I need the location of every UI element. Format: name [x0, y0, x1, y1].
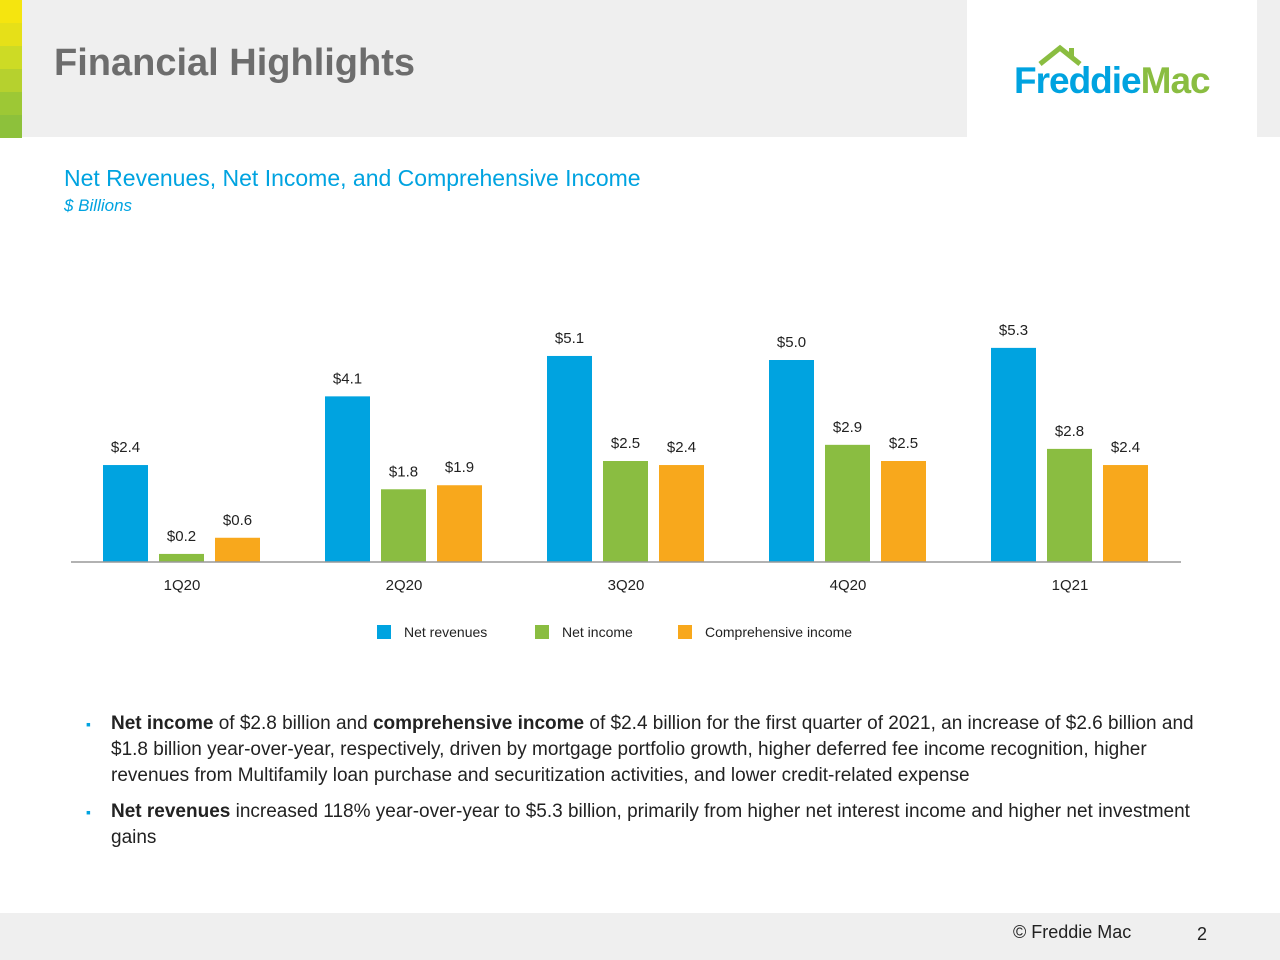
bold-text: comprehensive income	[372, 713, 585, 734]
text: of $2.4 billion for the first quarter of…	[111, 713, 1194, 786]
copyright: © Freddie Mac	[1013, 922, 1132, 942]
freddie-mac-logo: FreddieMac	[1014, 60, 1211, 101]
bar-net-income-2Q20	[381, 489, 426, 562]
bar-net-income-1Q20	[159, 553, 204, 562]
data-label: $2.5	[611, 435, 640, 452]
stripe-segment	[0, 69, 22, 92]
x-tick-label: 1Q20	[164, 577, 201, 594]
footer	[0, 913, 1280, 960]
x-tick-label: 3Q20	[608, 577, 645, 594]
data-label: $5.3	[999, 322, 1028, 339]
bar-comprehensive-income-1Q21	[1103, 465, 1148, 562]
stripe-segment	[0, 115, 22, 138]
bold-text: Net income	[111, 713, 214, 734]
bullet-marker: ▪	[86, 716, 91, 732]
legend-net-revenues: Net revenues	[377, 624, 487, 640]
stripe-segment	[0, 0, 22, 23]
data-label: $2.4	[1111, 439, 1140, 456]
data-label: $2.4	[111, 439, 140, 456]
page-number: 2	[1197, 924, 1208, 944]
stripe-segment	[0, 92, 22, 115]
logo-area	[967, 0, 1257, 137]
bar-comprehensive-income-4Q20	[881, 461, 926, 562]
bold-text: Net revenues	[111, 801, 231, 822]
bullet-item: ▪ Net income of $2.8 billion and comprehe…	[86, 711, 1196, 789]
bar-chart: $2.4 $0.2 $0.6 1Q20 $4.1 $1.8 $1.9 2Q20 $5.1 $2.5…	[71, 322, 1181, 594]
bar-net-income-3Q20	[603, 461, 648, 562]
data-label: $2.9	[833, 419, 862, 436]
data-label: $1.9	[445, 459, 474, 476]
legend-comprehensive-income: Comprehensive income	[678, 624, 852, 640]
bullet-marker: ▪	[86, 804, 91, 820]
header: Financial Highlights FreddieMac	[0, 0, 1280, 138]
data-label: $2.5	[889, 435, 918, 452]
x-tick-label: 2Q20	[386, 577, 423, 594]
stripe-segment	[0, 23, 22, 46]
data-label: $2.8	[1055, 423, 1084, 440]
text: increased 118% year-over-year to $5.3 bi…	[111, 801, 1190, 848]
chart-units: $ Billions	[64, 196, 133, 215]
bar-net-income-1Q21	[1047, 448, 1092, 562]
stripe-segment	[0, 46, 22, 69]
text: of $2.8 billion and	[213, 713, 373, 734]
bar-net-revenues-1Q20	[103, 465, 148, 562]
x-tick-label: 1Q21	[1052, 577, 1089, 594]
bar-net-income-4Q20	[825, 444, 870, 562]
data-label: $5.0	[777, 334, 806, 351]
bullet-item: ▪ Net revenues increased 118% year-over-y…	[86, 799, 1196, 851]
chart-title: Net Revenues, Net Income, and Comprehens…	[64, 165, 641, 191]
data-label: $2.4	[667, 439, 696, 456]
bar-comprehensive-income-3Q20	[659, 465, 704, 562]
bullet-list: ▪ Net income of $2.8 billion and comprehe…	[86, 711, 1196, 861]
legend-swatch	[678, 625, 692, 639]
data-label: $0.2	[167, 528, 196, 545]
page-title: Financial Highlights	[54, 42, 416, 84]
legend-swatch	[377, 625, 391, 639]
data-label: $0.6	[223, 512, 252, 529]
house-roof-icon	[1038, 44, 1082, 66]
bar-net-revenues-2Q20	[325, 396, 370, 562]
legend-swatch	[535, 625, 549, 639]
legend-net-income: Net income	[535, 624, 633, 640]
x-tick-label: 4Q20	[830, 577, 867, 594]
bar-net-revenues-3Q20	[547, 355, 592, 562]
data-label: $4.1	[333, 370, 362, 387]
bar-comprehensive-income-2Q20	[437, 485, 482, 562]
bar-net-revenues-4Q20	[769, 360, 814, 562]
bar-net-revenues-1Q21	[991, 347, 1036, 562]
data-label: $5.1	[555, 330, 584, 347]
data-label: $1.8	[389, 463, 418, 480]
bar-comprehensive-income-1Q20	[215, 537, 260, 562]
